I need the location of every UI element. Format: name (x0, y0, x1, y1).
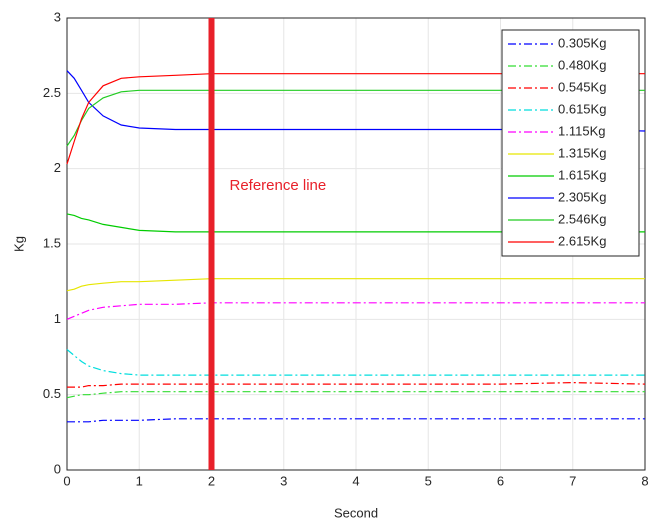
series-line (66, 349, 645, 376)
y-tick-label: 1 (54, 311, 61, 326)
legend-label: 1.315Kg (558, 145, 606, 160)
legend-label: 0.615Kg (558, 101, 606, 116)
series-line (66, 73, 645, 165)
x-tick-label: 7 (569, 473, 576, 488)
y-axis-label: Kg (11, 236, 26, 252)
legend-box (501, 29, 640, 257)
legend-label: 0.480Kg (558, 57, 606, 72)
reference-label: Reference line (230, 177, 327, 194)
x-tick-label: 6 (497, 473, 504, 488)
x-tick-label: 0 (63, 473, 70, 488)
legend-label: 0.305Kg (558, 35, 606, 50)
y-tick-label: 0 (54, 461, 61, 476)
x-tick-label: 3 (280, 473, 287, 488)
x-tick-label: 5 (425, 473, 432, 488)
legend-label: 0.545Kg (558, 79, 606, 94)
x-axis-label: Second (334, 505, 378, 520)
y-tick-label: 2 (54, 160, 61, 175)
series-line (67, 381, 646, 388)
series-line (66, 89, 645, 147)
x-tick-label: 8 (641, 473, 648, 488)
y-tick-label: 1.5 (43, 235, 61, 250)
series-line (66, 302, 645, 320)
y-tick-label: 2.5 (43, 85, 61, 100)
legend-label: 2.546Kg (558, 211, 606, 226)
series-line (66, 70, 646, 132)
legend-label: 1.115Kg (558, 123, 605, 138)
x-tick-label: 4 (352, 473, 359, 488)
legend-label: 2.615Kg (558, 233, 606, 248)
series-line (66, 213, 645, 233)
axes-box (66, 17, 646, 471)
y-tick-label: 3 (54, 9, 61, 24)
series-line (66, 391, 645, 399)
series-line (67, 418, 645, 423)
series-line (66, 278, 645, 292)
legend-label: 1.615Kg (558, 167, 606, 182)
x-tick-label: 2 (208, 473, 215, 488)
legend-label: 2.305Kg (558, 189, 606, 204)
y-tick-label: 0.5 (43, 386, 61, 401)
x-tick-label: 1 (136, 473, 143, 488)
